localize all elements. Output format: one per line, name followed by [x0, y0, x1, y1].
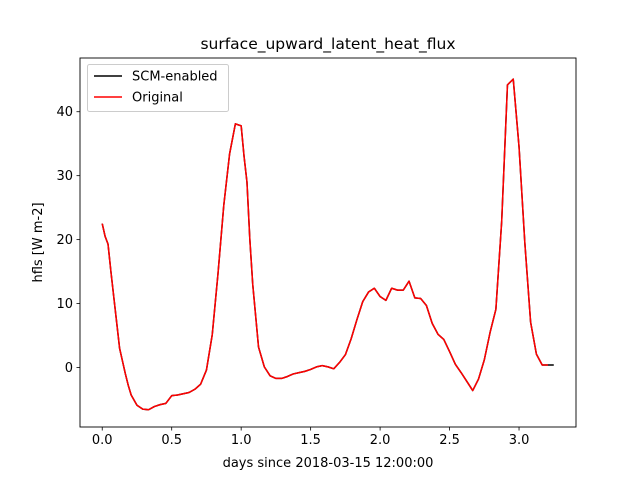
x-tick-label: 3.0: [509, 433, 530, 448]
y-axis: 0 10 20 30 40: [56, 105, 80, 376]
y-tick-label: 0: [65, 361, 73, 376]
series-line-original: [101, 78, 548, 411]
legend-box: [87, 64, 229, 112]
x-tick-label: 1.0: [231, 433, 252, 448]
x-tick-label: 0.5: [161, 433, 182, 448]
plot-frame: [79, 57, 577, 428]
x-tick-label: 0.0: [92, 433, 113, 448]
series-layer: [101, 78, 554, 411]
x-tick-label: 1.5: [300, 433, 321, 448]
x-axis-label: days since 2018-03-15 12:00:00: [223, 456, 434, 471]
x-tick-label: 2.0: [370, 433, 391, 448]
y-tick-label: 20: [56, 233, 73, 248]
legend-label-original: Original: [132, 91, 183, 106]
x-tick-label: 2.5: [439, 433, 460, 448]
chart-title: surface_upward_latent_heat_flux: [200, 35, 455, 54]
y-tick-label: 10: [56, 297, 73, 312]
y-axis-label: hfls [W m-2]: [31, 202, 46, 282]
legend-label-scm-enabled: SCM-enabled: [132, 70, 218, 85]
y-tick-label: 30: [56, 169, 73, 184]
legend: SCM-enabled Original: [87, 64, 229, 112]
y-tick-label: 40: [56, 105, 73, 120]
x-axis: 0.0 0.5 1.0 1.5 2.0 2.5 3.0: [92, 427, 529, 448]
